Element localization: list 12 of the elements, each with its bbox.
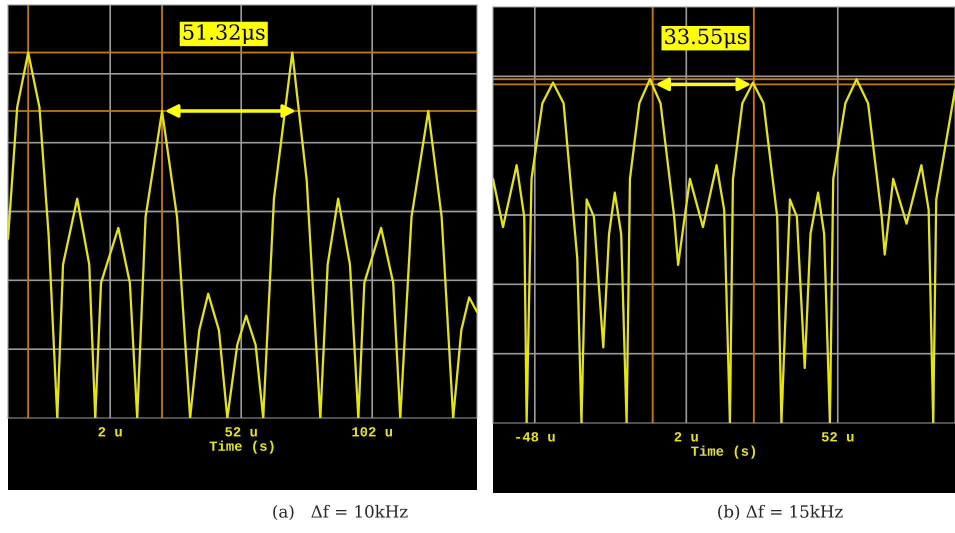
x-axis-title: Time (s)	[691, 446, 756, 459]
x-tick-label: 52 u	[225, 427, 257, 437]
text: 33.55μs	[665, 28, 746, 48]
x-tick-label: -48 u	[516, 432, 555, 442]
text: (a) Δf = 10kHz	[273, 504, 408, 520]
x-tick-label: 52 u	[822, 432, 854, 442]
x-axis-title: Time (s)	[210, 440, 274, 454]
x-tick-label: 2 u	[674, 432, 698, 442]
x-tick-label: 102 u	[352, 427, 392, 437]
text: 51.32μs	[184, 24, 265, 44]
text: (b) Δf = 15kHz	[718, 504, 843, 520]
x-tick-label: 2 u	[98, 427, 122, 437]
